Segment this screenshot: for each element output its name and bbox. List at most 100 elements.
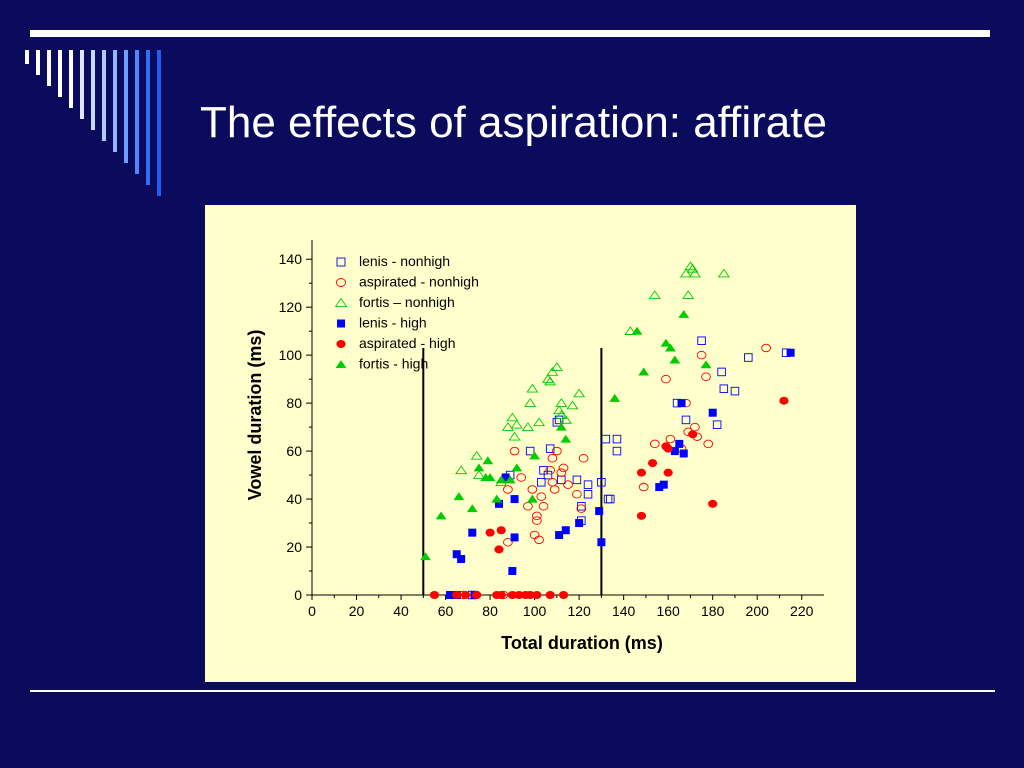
x-tick-label: 80 <box>482 603 498 619</box>
data-point <box>534 535 544 545</box>
data-point <box>545 591 555 599</box>
legend-label: aspirated - high <box>359 335 456 351</box>
data-point <box>701 372 711 381</box>
data-point <box>531 511 542 521</box>
data-point <box>612 434 622 444</box>
data-point <box>638 482 649 492</box>
series-lenis-high <box>446 348 795 599</box>
series-aspirated-high <box>429 396 789 599</box>
data-point <box>516 473 527 482</box>
legend-marker <box>336 257 346 267</box>
y-tick-label: 20 <box>286 539 302 555</box>
data-point <box>700 360 712 369</box>
data-point <box>546 366 559 376</box>
data-point <box>690 422 700 432</box>
x-tick-label: 120 <box>567 603 591 619</box>
accent-bar <box>102 50 106 141</box>
data-point <box>503 537 513 547</box>
data-point <box>663 444 673 453</box>
data-point <box>655 483 664 492</box>
x-tick-label: 20 <box>349 603 365 619</box>
data-point <box>744 353 753 362</box>
data-point <box>572 475 582 485</box>
data-point <box>566 400 579 410</box>
y-axis: 0 20 40 60 80 100 120 140 <box>279 240 313 603</box>
data-point <box>684 261 697 271</box>
data-point <box>547 478 558 487</box>
accent-bar <box>36 50 40 75</box>
accent-bar <box>146 50 150 185</box>
data-point <box>552 418 562 427</box>
data-point <box>595 507 604 516</box>
data-point <box>531 516 542 525</box>
data-point <box>577 502 586 511</box>
accent-bar <box>91 50 95 130</box>
legend-marker <box>335 360 347 369</box>
data-point <box>435 511 447 520</box>
x-tick-label: 200 <box>746 603 770 619</box>
data-point <box>503 485 513 494</box>
chart-panel: 0 20 40 60 80 100 120 140 160 180 200 220 0 20 40 60 80… <box>205 205 856 682</box>
data-point <box>532 591 542 599</box>
scatter-chart: 0 20 40 60 80 100 120 140 160 180 200 220 0 20 40 60 80… <box>245 240 824 653</box>
data-point <box>572 490 582 499</box>
data-point <box>563 480 573 489</box>
data-point <box>525 446 535 456</box>
accent-bar <box>58 50 62 97</box>
accent-bar <box>135 50 139 174</box>
data-point <box>507 591 517 599</box>
data-point <box>453 492 465 501</box>
data-point <box>538 502 549 511</box>
data-point <box>504 475 516 484</box>
data-point <box>485 528 495 537</box>
data-point <box>717 367 726 377</box>
series-fortis-high <box>420 309 712 561</box>
data-point <box>491 494 503 503</box>
accent-bar <box>124 50 128 163</box>
data-point <box>494 545 504 554</box>
data-point <box>545 466 556 475</box>
y-tick-label: 60 <box>286 443 302 459</box>
data-point <box>541 374 555 383</box>
data-point <box>663 468 673 477</box>
data-point <box>452 591 462 599</box>
data-point <box>501 473 510 482</box>
data-point <box>583 490 593 499</box>
x-tick-label: 140 <box>612 603 636 619</box>
data-point <box>682 290 695 299</box>
y-tick-label: 100 <box>279 347 303 363</box>
data-point <box>555 422 567 431</box>
data-point <box>550 362 563 371</box>
data-point <box>612 446 622 456</box>
data-point <box>636 468 647 477</box>
data-point <box>506 412 519 422</box>
data-point <box>549 485 560 494</box>
data-point <box>696 350 707 360</box>
data-point <box>679 268 693 278</box>
data-point <box>457 555 466 564</box>
legend-marker <box>335 278 347 287</box>
legend-marker <box>334 297 348 307</box>
data-point <box>558 591 569 599</box>
legend-label: lenis - high <box>359 315 427 331</box>
data-point <box>501 422 514 431</box>
x-tick-label: 220 <box>790 603 814 619</box>
accent-bar <box>157 50 161 196</box>
data-point <box>495 475 507 484</box>
data-point <box>649 439 660 449</box>
y-tick-label: 40 <box>286 491 302 507</box>
data-point <box>470 450 483 460</box>
data-point <box>511 463 523 472</box>
data-point <box>717 268 730 278</box>
data-point <box>708 499 718 508</box>
data-point <box>559 414 572 424</box>
data-point <box>708 408 717 417</box>
data-point <box>779 396 789 405</box>
data-point <box>678 309 690 318</box>
slide-title: The effects of aspiration: affirate <box>200 98 827 147</box>
data-point <box>526 383 539 393</box>
data-point <box>558 463 569 473</box>
data-point <box>648 290 661 299</box>
data-point <box>679 449 688 458</box>
data-point <box>473 463 485 472</box>
